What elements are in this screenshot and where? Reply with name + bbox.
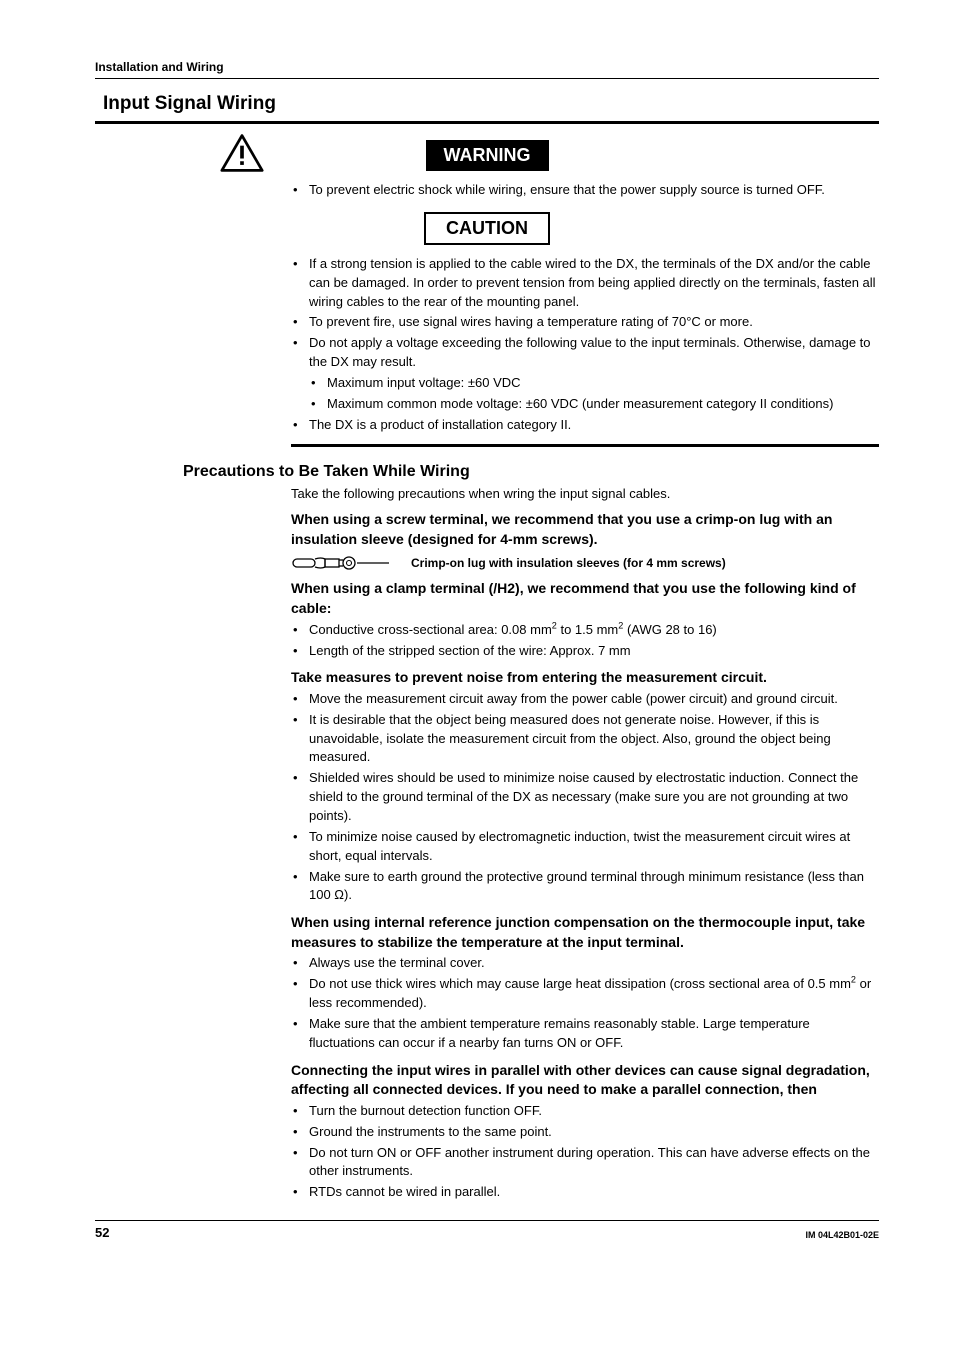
running-head: Installation and Wiring <box>95 60 879 79</box>
parallel-bullet: •RTDs cannot be wired in parallel. <box>291 1183 879 1202</box>
caution-bullet: •To prevent fire, use signal wires havin… <box>291 313 879 332</box>
noise-heading: Take measures to prevent noise from ente… <box>291 668 879 688</box>
precautions-intro: Take the following precautions when wrin… <box>291 485 879 504</box>
noise-text: Make sure to earth ground the protective… <box>309 868 879 906</box>
parallel-text: Turn the burnout detection function OFF. <box>309 1102 879 1121</box>
caution-text: Maximum common mode voltage: ±60 VDC (un… <box>327 395 879 414</box>
page-number: 52 <box>95 1225 109 1240</box>
lug-illustration-row: Crimp-on lug with insulation sleeves (fo… <box>291 553 879 573</box>
t: Conductive cross-sectional area: 0.08 mm <box>309 622 552 637</box>
page-footer: 52 IM 04L42B01-02E <box>95 1220 879 1240</box>
parallel-text: RTDs cannot be wired in parallel. <box>309 1183 879 1202</box>
caution-bullet: •The DX is a product of installation cat… <box>291 416 879 435</box>
noise-bullet: •To minimize noise caused by electromagn… <box>291 828 879 866</box>
t: (AWG 28 to 16) <box>623 622 716 637</box>
caution-text: Maximum input voltage: ±60 VDC <box>327 374 879 393</box>
t: Do not use thick wires which may cause l… <box>309 976 851 991</box>
t: to 1.5 mm <box>557 622 618 637</box>
parallel-bullet: •Ground the instruments to the same poin… <box>291 1123 879 1142</box>
noise-bullet: •Shielded wires should be used to minimi… <box>291 769 879 826</box>
noise-text: To minimize noise caused by electromagne… <box>309 828 879 866</box>
caution-sub-bullet: •Maximum input voltage: ±60 VDC <box>309 374 879 393</box>
section-title: Input Signal Wiring <box>95 93 879 124</box>
clamp-bullet: • Conductive cross-sectional area: 0.08 … <box>291 621 879 640</box>
clamp-text: Conductive cross-sectional area: 0.08 mm… <box>309 621 879 640</box>
caution-bullet: •If a strong tension is applied to the c… <box>291 255 879 312</box>
clamp-terminal-heading: When using a clamp terminal (/H2), we re… <box>291 579 879 618</box>
caution-body: •If a strong tension is applied to the c… <box>291 255 879 448</box>
noise-bullet: •It is desirable that the object being m… <box>291 711 879 768</box>
warning-triangle-icon <box>220 133 264 178</box>
divider <box>291 444 879 447</box>
lug-caption: Crimp-on lug with insulation sleeves (fo… <box>411 556 726 570</box>
clamp-text: Length of the stripped section of the wi… <box>309 642 879 661</box>
warning-text: To prevent electric shock while wiring, … <box>309 181 879 200</box>
rjc-bullet: •Always use the terminal cover. <box>291 954 879 973</box>
clamp-bullet: •Length of the stripped section of the w… <box>291 642 879 661</box>
document-id: IM 04L42B01-02E <box>805 1230 879 1240</box>
noise-bullet: •Make sure to earth ground the protectiv… <box>291 868 879 906</box>
rjc-bullet: •Do not use thick wires which may cause … <box>291 975 879 1013</box>
caution-row: CAUTION <box>95 212 879 245</box>
warning-bullet: •To prevent electric shock while wiring,… <box>291 181 879 200</box>
parallel-heading: Connecting the input wires in parallel w… <box>291 1061 879 1100</box>
crimp-lug-icon <box>291 553 401 573</box>
noise-text: Move the measurement circuit away from t… <box>309 690 879 709</box>
caution-text: If a strong tension is applied to the ca… <box>309 255 879 312</box>
caution-bullet: •Do not apply a voltage exceeding the fo… <box>291 334 879 372</box>
caution-text: The DX is a product of installation cate… <box>309 416 879 435</box>
parallel-text: Ground the instruments to the same point… <box>309 1123 879 1142</box>
rjc-text: Always use the terminal cover. <box>309 954 879 973</box>
parallel-text: Do not turn ON or OFF another instrument… <box>309 1144 879 1182</box>
warning-body: •To prevent electric shock while wiring,… <box>291 181 879 200</box>
rjc-bullet: •Make sure that the ambient temperature … <box>291 1015 879 1053</box>
parallel-bullet: •Do not turn ON or OFF another instrumen… <box>291 1144 879 1182</box>
caution-sub-bullet: •Maximum common mode voltage: ±60 VDC (u… <box>309 395 879 414</box>
noise-text: It is desirable that the object being me… <box>309 711 879 768</box>
warning-row: WARNING <box>95 140 879 171</box>
caution-text: To prevent fire, use signal wires having… <box>309 313 879 332</box>
rjc-text: Make sure that the ambient temperature r… <box>309 1015 879 1053</box>
precautions-body: Take the following precautions when wrin… <box>291 485 879 1202</box>
noise-bullet: •Move the measurement circuit away from … <box>291 690 879 709</box>
noise-text: Shielded wires should be used to minimiz… <box>309 769 879 826</box>
warning-badge: WARNING <box>426 140 549 171</box>
caution-badge: CAUTION <box>424 212 550 245</box>
parallel-bullet: •Turn the burnout detection function OFF… <box>291 1102 879 1121</box>
screw-terminal-heading: When using a screw terminal, we recommen… <box>291 510 879 549</box>
caution-text: Do not apply a voltage exceeding the fol… <box>309 334 879 372</box>
precautions-title: Precautions to Be Taken While Wiring <box>183 463 879 481</box>
rjc-text: Do not use thick wires which may cause l… <box>309 975 879 1013</box>
rjc-heading: When using internal reference junction c… <box>291 913 879 952</box>
